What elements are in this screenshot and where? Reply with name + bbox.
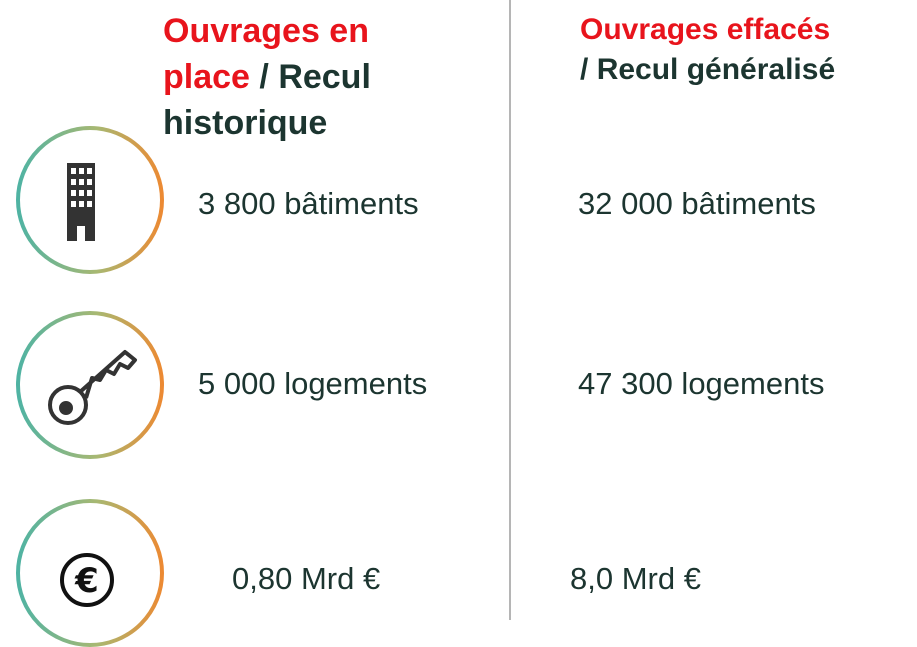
header-red: Ouvrages en place xyxy=(163,12,369,96)
building-icon xyxy=(67,163,95,241)
header-dark: Recul généralisé xyxy=(596,53,836,86)
value: 0,80 Mrd € xyxy=(232,561,381,596)
value: 47 300 logements xyxy=(578,366,825,401)
key-icon xyxy=(48,350,137,425)
header-separator: / xyxy=(580,53,589,86)
euro-icon: € xyxy=(60,553,114,607)
value: 8,0 Mrd € xyxy=(570,561,701,596)
icon-ring xyxy=(16,499,164,647)
icon-ring xyxy=(16,311,164,459)
value: 32 000 bâtiments xyxy=(578,186,816,221)
column-header: Ouvrages en place / Recul historique xyxy=(163,8,413,146)
svg-text:€: € xyxy=(74,561,99,601)
header-separator: / xyxy=(259,58,269,96)
column-header: Ouvrages effacés / Recul généralisé xyxy=(580,10,915,90)
value: 5 000 logements xyxy=(198,366,428,401)
header-dark: Recul historique xyxy=(163,58,371,142)
header-red: Ouvrages effacés xyxy=(580,13,831,46)
icon-ring xyxy=(16,126,164,274)
column-divider xyxy=(509,0,511,620)
value: 3 800 bâtiments xyxy=(198,186,419,221)
